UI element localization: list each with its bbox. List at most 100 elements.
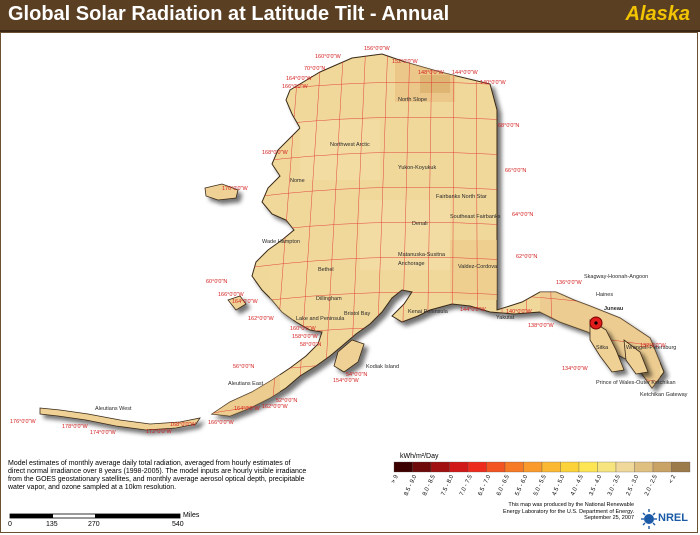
label-haines: Haines — [596, 292, 613, 298]
legend-label: 2.0 - 2.5 — [644, 474, 659, 497]
st-lawrence-island — [204, 183, 239, 201]
nrel-logo-text: NREL — [658, 512, 688, 524]
longitude-label: 174°0'0"W — [90, 430, 116, 436]
map-description: Model estimates of monthly average daily… — [8, 460, 307, 491]
legend-swatch — [560, 461, 580, 473]
latitude-label: 68°0'0"N — [498, 123, 519, 129]
legend-label: 8.0 - 8.5 — [422, 474, 437, 497]
nrel-logo: NREL — [640, 508, 692, 530]
label-ketchikan: Ketchikan Gateway — [640, 392, 688, 398]
label-kenai: Kenai Peninsula — [408, 309, 449, 315]
label-dillingham: Dillingham — [316, 296, 342, 302]
islands — [39, 183, 649, 431]
scale-unit: Miles — [183, 512, 200, 519]
southeast-islands — [589, 319, 625, 373]
legend-swatch — [412, 461, 432, 473]
longitude-label: 156°0'0"W — [364, 46, 390, 52]
latitude-label: 60°0'0"N — [206, 279, 227, 285]
longitude-label: 178°0'0"W — [62, 424, 88, 430]
longitude-label: 176°0'0"W — [10, 419, 36, 425]
label-bristol-bay: Bristol Bay — [344, 311, 371, 317]
scale-tick-540: 540 — [172, 521, 184, 528]
legend-swatch — [430, 461, 450, 473]
legend-swatch — [578, 461, 598, 473]
longitude-label: 170°0'0"W — [222, 186, 248, 192]
longitude-label: 134°0'0"W — [562, 366, 588, 372]
region-name: Alaska — [625, 3, 691, 25]
longitude-label: 162°0'0"W — [248, 316, 274, 322]
longitude-label: 168°0'0"W — [170, 422, 196, 428]
legend-label: > 9 — [391, 474, 400, 485]
legend: > 9 8.5 - 9.0 8.0 - 8.5 7.5 - 8.0 7.0 - 7.5 6… — [391, 461, 691, 497]
map-title: Global Solar Radiation at Latitude Tilt … — [8, 3, 450, 25]
longitude-label: 140°0'0"W — [480, 80, 506, 86]
label-juneau: Juneau — [604, 306, 623, 312]
label-yakutat: Yakutat — [496, 315, 515, 321]
legend-title: kWh/m²/Day — [400, 453, 439, 460]
map-frame — [0, 32, 698, 533]
latitude-label: 58°0'0"N — [300, 342, 321, 348]
longitude-label: 172°0'0"W — [146, 429, 172, 435]
longitude-label: 158°0'0"W — [292, 334, 318, 340]
legend-label: 6.0 - 6.5 — [496, 474, 511, 497]
legend-label: 8.5 - 9.0 — [404, 474, 419, 497]
latitude-label: 66°0'0"N — [505, 168, 526, 174]
title-bar: Global Solar Radiation at Latitude Tilt … — [0, 0, 700, 32]
label-nome: Nome — [290, 178, 305, 184]
label-aleutians-west: Aleutians West — [95, 406, 132, 412]
longitude-label: 140°0'0"W — [506, 309, 532, 315]
label-matanuska: Matanuska-Susitna — [398, 252, 446, 258]
longitude-label: 162°0'0"W — [262, 404, 288, 410]
longitude-label: 144°0'0"W — [452, 70, 478, 76]
legend-label: 3.0 - 3.5 — [607, 474, 622, 497]
legend-swatch — [504, 461, 524, 473]
latitude-label: 62°0'0"N — [516, 254, 537, 260]
latitude-label: 52°0'0"N — [276, 398, 297, 404]
scale-tick-270: 270 — [88, 521, 100, 528]
capital-dot — [594, 321, 598, 325]
legend-label: 2.5 - 3.0 — [626, 474, 641, 497]
label-aleutians-east: Aleutians East — [228, 381, 264, 387]
latitude-label: 56°0'0"N — [233, 364, 254, 370]
label-denali: Denali — [412, 221, 428, 227]
latitude-label: 70°0'0"N — [304, 66, 325, 72]
credit-text: This map was produced by the National Re… — [502, 502, 634, 521]
longitude-label: 164°0'0"W — [286, 76, 312, 82]
legend-label: 5.0 - 5.5 — [533, 474, 548, 497]
legend-label: 4.0 - 4.5 — [570, 474, 585, 497]
kodiak-island — [333, 339, 365, 373]
longitude-label: 138°0'0"W — [528, 323, 554, 329]
longitude-label: 160°0'0"W — [315, 54, 341, 60]
legend-label: < 2 — [668, 474, 677, 485]
aleutian-islands — [39, 407, 201, 431]
label-wade-hampton: Wade Hampton — [262, 239, 300, 245]
longitude-label: 166°0'0"W — [282, 84, 308, 90]
label-southeast-fairbanks: Southeast Fairbanks — [450, 214, 501, 220]
longitude-label: 168°0'0"W — [262, 150, 288, 156]
label-northwest-arctic: Northwest Arctic — [330, 142, 370, 148]
legend-label: 3.5 - 4.0 — [589, 474, 604, 497]
label-prince-of-wales: Prince of Wales-Outer Ketchikan — [596, 380, 676, 386]
longitude-label: 164°0'0"W — [232, 299, 258, 305]
scale-tick-135: 135 — [46, 521, 58, 528]
longitude-label: 132°0'0"W — [640, 343, 666, 349]
legend-label: 5.5 - 6.0 — [515, 474, 530, 497]
label-anchorage: Anchorage — [398, 261, 425, 267]
legend-label: 7.0 - 7.5 — [459, 474, 474, 497]
label-wrangell: Wrangell-Petersburg — [626, 345, 676, 351]
label-fairbanks: Fairbanks North Star — [436, 194, 487, 200]
longitude-label: 160°0'0"W — [290, 326, 316, 332]
legend-swatch — [486, 461, 506, 473]
legend-swatch — [615, 461, 635, 473]
latitude-label: 64°0'0"N — [512, 212, 533, 218]
scale-tick-0: 0 — [8, 521, 12, 528]
label-north-slope: North Slope — [398, 97, 427, 103]
label-skagway: Skagway-Hoonah-Angoon — [584, 274, 648, 280]
legend-swatch — [652, 461, 672, 473]
longitude-label: 148°0'0"W — [418, 70, 444, 76]
longitude-label: 144°0'0"W — [460, 307, 486, 313]
label-valdez: Valdez-Cordova — [458, 264, 498, 270]
longitude-label: 154°0'0"W — [333, 378, 359, 384]
longitude-label: 152°0'0"W — [392, 59, 418, 65]
nunivak-island — [227, 295, 247, 311]
